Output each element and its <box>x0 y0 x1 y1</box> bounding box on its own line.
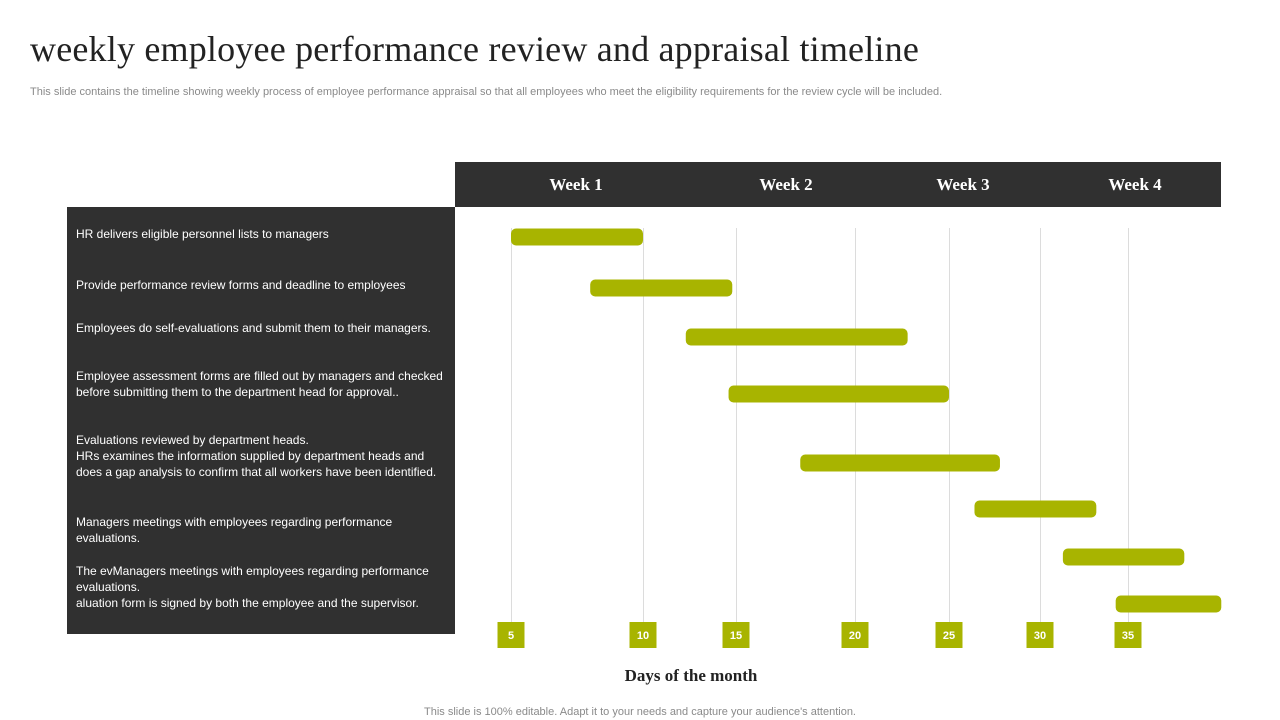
task-1-text: HR delivers eligible personnel lists to … <box>76 227 329 241</box>
week-4-label: Week 4 <box>1108 175 1162 194</box>
x-tick-box <box>629 622 657 648</box>
x-tick-30: 30 <box>1026 622 1054 648</box>
week-1-label: Week 1 <box>549 175 603 194</box>
x-tick-20: 20 <box>841 622 869 648</box>
x-tick-label: 30 <box>1034 630 1046 642</box>
x-tick-box <box>1026 622 1054 648</box>
task-3-text: Employees do self-evaluations and submit… <box>76 321 431 335</box>
page-subtitle: This slide contains the timeline showing… <box>30 86 943 98</box>
task-bar-8 <box>1115 595 1222 613</box>
task-4-text: Employee assessment forms are filled out… <box>76 369 443 399</box>
x-tick-box <box>841 622 869 648</box>
x-tick-label: 10 <box>637 630 649 642</box>
footer-note: This slide is 100% editable. Adapt it to… <box>424 706 856 718</box>
x-tick-label: 35 <box>1122 630 1134 642</box>
x-tick-label: 20 <box>849 630 861 642</box>
task-5-text: Evaluations reviewed by department heads… <box>76 433 437 479</box>
x-tick-box <box>722 622 750 648</box>
task-6-text: Managers meetings with employees regardi… <box>76 515 393 545</box>
task-bar-4 <box>728 385 949 403</box>
week-3-label: Week 3 <box>936 175 990 194</box>
x-tick-5: 5 <box>497 622 525 648</box>
task-bar-6 <box>974 500 1097 518</box>
x-tick-35: 35 <box>1114 622 1142 648</box>
x-tick-label: 15 <box>730 630 742 642</box>
x-tick-box <box>1114 622 1142 648</box>
x-axis-label: Days of the month <box>624 666 758 685</box>
week-2-label: Week 2 <box>759 175 813 194</box>
task-bars <box>511 228 1222 613</box>
task-bar-1 <box>511 228 643 246</box>
page-title: weekly employee performance review and a… <box>30 29 920 69</box>
task-7-text: The evManagers meetings with employees r… <box>76 564 429 610</box>
x-tick-box <box>935 622 963 648</box>
x-tick-15: 15 <box>722 622 750 648</box>
week-header: Week 1 Week 2 Week 3 Week 4 <box>455 162 1221 207</box>
task-bar-2 <box>590 279 733 297</box>
task-bar-3 <box>685 328 908 346</box>
task-2-text: Provide performance review forms and dea… <box>76 278 406 292</box>
x-tick-label: 25 <box>943 630 955 642</box>
x-tick-25: 25 <box>935 622 963 648</box>
task-bar-7 <box>1062 548 1185 566</box>
x-axis-ticks: 5 10 15 20 25 30 35 <box>497 622 1142 648</box>
task-list-panel: HR delivers eligible personnel lists to … <box>67 207 455 634</box>
x-tick-10: 10 <box>629 622 657 648</box>
task-bar-5 <box>800 454 1000 472</box>
x-tick-label: 5 <box>508 630 514 642</box>
x-tick-box <box>497 622 525 648</box>
